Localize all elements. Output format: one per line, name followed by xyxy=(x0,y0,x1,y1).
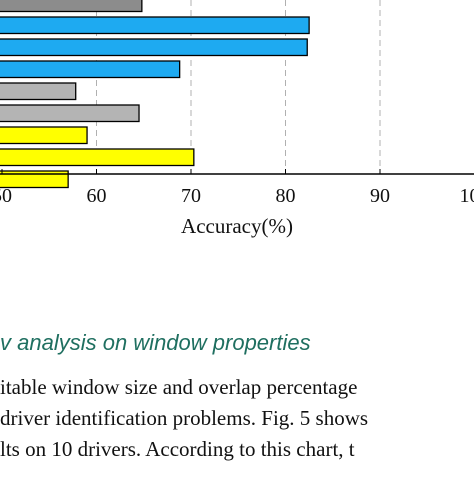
bar xyxy=(0,17,309,34)
bar xyxy=(0,39,307,56)
bar xyxy=(0,83,76,100)
x-tick-label: 80 xyxy=(276,185,296,207)
paragraph-line: itable window size and overlap percentag… xyxy=(0,372,474,403)
x-axis-label: Accuracy(%) xyxy=(0,214,474,239)
x-tick-label: 60 xyxy=(87,185,107,207)
bar xyxy=(0,105,139,122)
bar xyxy=(0,149,194,166)
section-heading: v analysis on window properties xyxy=(0,330,474,356)
x-tick-label: 90 xyxy=(370,185,390,207)
x-tick-label: 100 xyxy=(460,185,474,207)
body-paragraph: itable window size and overlap percentag… xyxy=(0,372,474,496)
bar xyxy=(0,0,142,12)
paragraph-line: lts on 10 drivers. According to this cha… xyxy=(0,434,474,465)
x-tick-label: 70 xyxy=(181,185,201,207)
bar xyxy=(0,127,87,144)
x-tick-label: 50 xyxy=(0,185,12,207)
chart-bars xyxy=(0,0,309,188)
paragraph-line xyxy=(0,465,474,496)
bar xyxy=(0,61,180,78)
paragraph-line: driver identification problems. Fig. 5 s… xyxy=(0,403,474,434)
bar-chart: 50 60 70 80 90 100 xyxy=(0,0,474,215)
